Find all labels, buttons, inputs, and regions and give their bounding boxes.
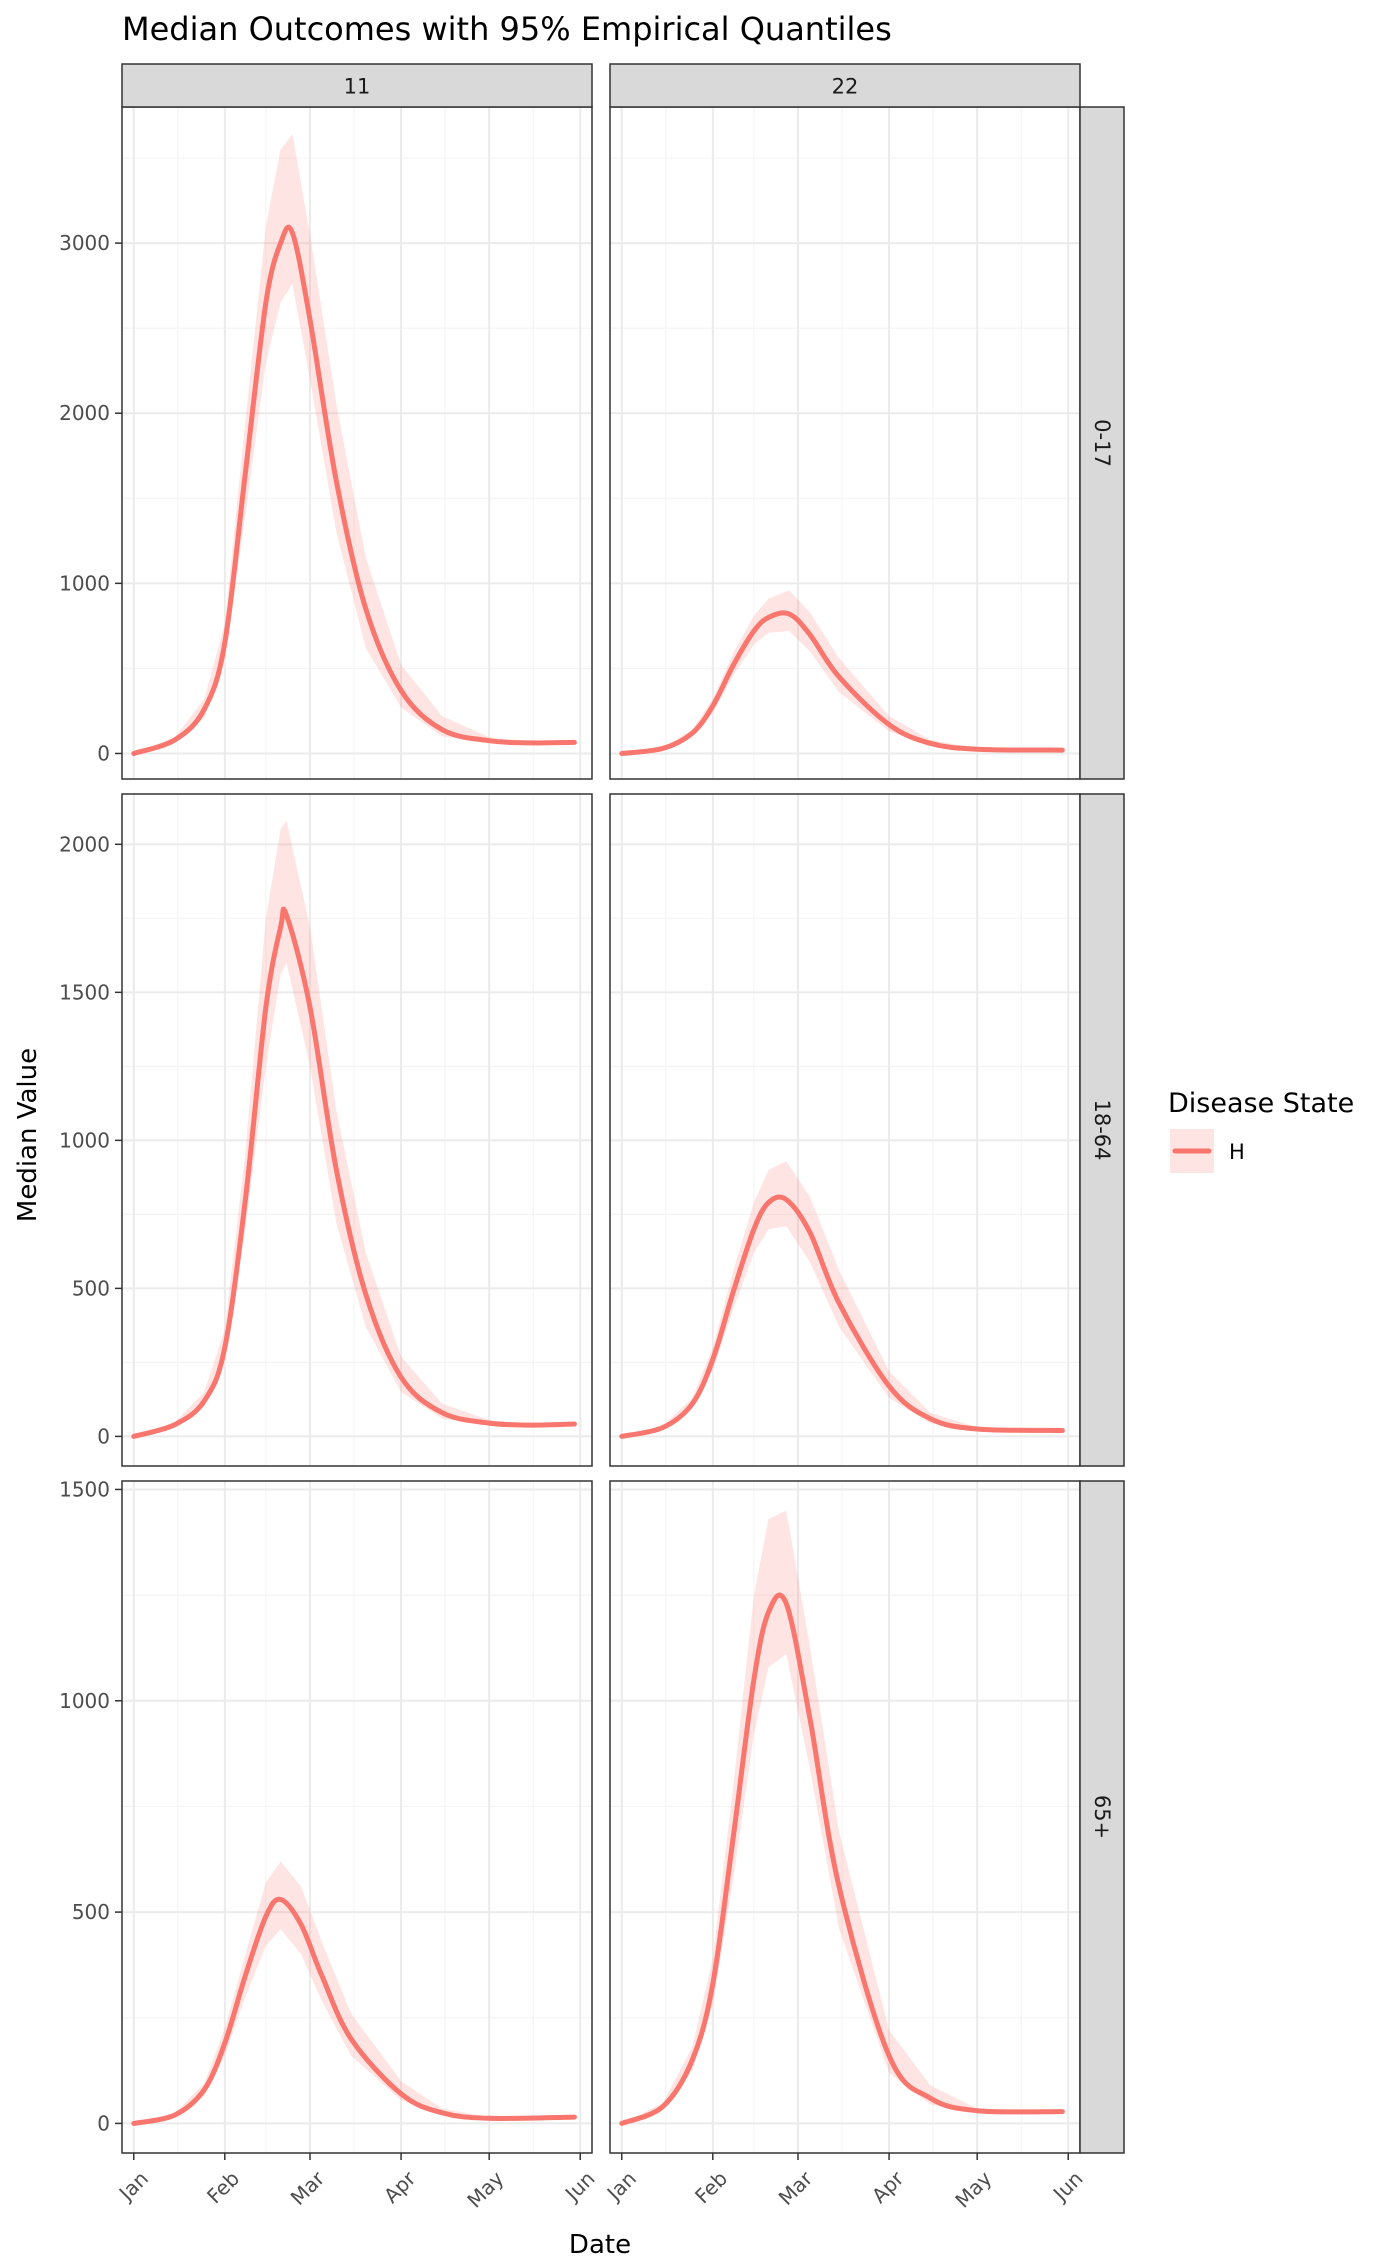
quantile-ribbon — [621, 590, 1063, 754]
column-strip-label: 22 — [832, 75, 859, 99]
y-tick-label: 500 — [72, 1900, 110, 1924]
panel-background — [122, 107, 592, 779]
median-line — [619, 1194, 1065, 1439]
x-tick-label: Apr — [379, 2166, 421, 2208]
y-tick-label: 1500 — [59, 980, 110, 1004]
quantile-ribbon — [621, 1161, 1063, 1437]
panel-border — [121, 1480, 593, 2154]
y-tick-label: 0 — [97, 2111, 110, 2135]
x-tick-label: Jun — [1047, 2166, 1087, 2206]
facet-strips: 0-17 18-64 65+ 11 22 — [121, 63, 1125, 2154]
y-tick-label: 500 — [72, 1276, 110, 1300]
panel-background — [122, 794, 592, 1466]
x-tick-label: Jun — [559, 2166, 599, 2206]
legend-title: Disease State — [1168, 1088, 1354, 1119]
panel-18-64-col-22 — [609, 793, 1081, 1467]
x-axis-title: Date — [569, 2230, 631, 2260]
x-tick-label: May — [950, 2166, 996, 2212]
strip-background — [121, 63, 593, 108]
facet-panels — [121, 106, 1081, 2154]
y-tick-label: 2000 — [59, 832, 110, 856]
strip-background — [1079, 106, 1125, 780]
median-line — [131, 906, 577, 1439]
column-strip-11: 11 — [121, 63, 593, 108]
median-line — [131, 1896, 577, 2126]
median-line — [619, 1592, 1065, 2126]
y-tick-label: 0 — [97, 1424, 110, 1448]
panel-18-64-col-11 — [121, 793, 593, 1467]
strip-background — [1079, 793, 1125, 1467]
row-strip-0-17: 0-17 — [1079, 106, 1125, 780]
y-tick-label: 2000 — [59, 401, 110, 425]
x-tick-label: Feb — [690, 2166, 732, 2208]
row-strip-18-64: 18-64 — [1079, 793, 1125, 1467]
legend: Disease State H — [1168, 1088, 1354, 1173]
y-tick-label: 1000 — [59, 571, 110, 595]
x-tick-label: Mar — [286, 2166, 330, 2210]
panel-65-col-11 — [121, 1480, 593, 2154]
x-tick-label: Feb — [202, 2166, 244, 2208]
panel-background — [610, 107, 1080, 779]
row-strip-label: 18-64 — [1090, 1099, 1114, 1160]
y-tick-label: 1000 — [59, 1689, 110, 1713]
y-tick-label: 3000 — [59, 231, 110, 255]
x-tick-label: May — [462, 2166, 508, 2212]
panel-0-17-col-22 — [609, 106, 1081, 780]
panel-0-17-col-11 — [121, 106, 593, 780]
panel-background — [610, 1481, 1080, 2153]
panel-background — [610, 794, 1080, 1466]
x-tick-label: Apr — [867, 2166, 909, 2208]
median-line — [131, 224, 577, 756]
panel-65-col-22 — [609, 1480, 1081, 2154]
column-strip-label: 11 — [344, 75, 371, 99]
chart-title: Median Outcomes with 95% Empirical Quant… — [122, 10, 892, 48]
panel-border — [121, 793, 593, 1467]
row-strip-label: 0-17 — [1090, 419, 1114, 467]
strip-background — [1079, 1480, 1125, 2154]
strip-background — [609, 63, 1081, 108]
x-tick-label: Jan — [113, 2166, 153, 2206]
row-strip-65: 65+ — [1079, 1480, 1125, 2154]
y-tick-label: 0 — [97, 741, 110, 765]
y-tick-label: 1000 — [59, 1128, 110, 1152]
x-tick-label: Jan — [601, 2166, 641, 2206]
panel-background — [122, 1481, 592, 2153]
legend-label-h: H — [1229, 1140, 1245, 1164]
x-tick-label: Mar — [774, 2166, 818, 2210]
column-strip-22: 22 — [609, 63, 1081, 108]
row-strip-label: 65+ — [1090, 1795, 1114, 1839]
median-line — [619, 610, 1065, 756]
y-tick-label: 1500 — [59, 1477, 110, 1501]
y-axis-title: Median Value — [13, 1048, 43, 1222]
